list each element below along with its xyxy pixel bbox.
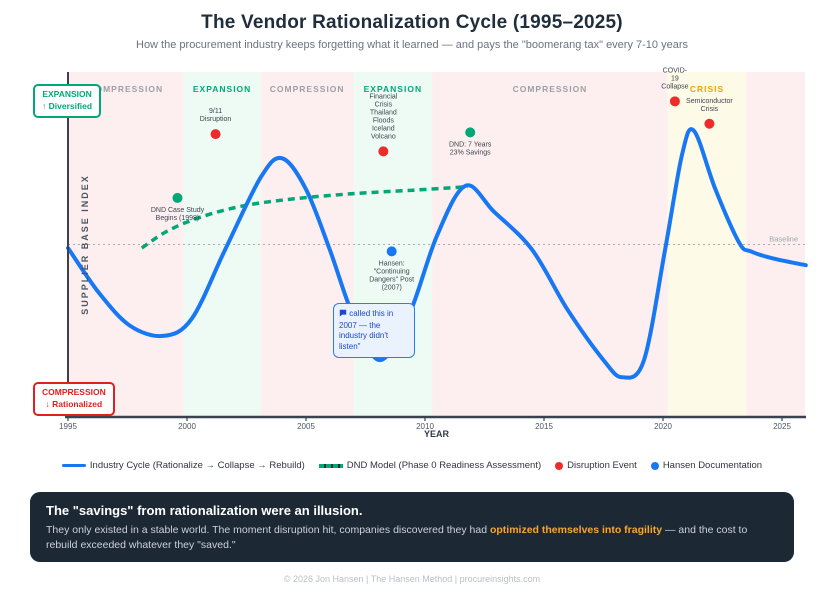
legend-label: Industry Cycle (Rationalize → Collapse →… (89, 460, 305, 471)
disruption-event-label: Semiconductor Crisis (686, 98, 733, 113)
x-tick-label: 2010 (416, 422, 434, 431)
compression-badge-line2: ↓ Rationalized (45, 398, 103, 409)
expansion-badge-line1: EXPANSION (42, 89, 92, 99)
baseline-label: Baseline (769, 235, 798, 244)
x-axis-title: YEAR (424, 429, 450, 439)
expansion-badge-line2: ↑ Diversified (42, 100, 93, 111)
insight-panel: The "savings" from rationalization were … (30, 492, 794, 562)
chart-legend: Industry Cycle (Rationalize → Collapse →… (0, 460, 824, 471)
hansen-marker-dot (386, 246, 397, 257)
x-tick-label: 2025 (773, 422, 791, 431)
dnd-model-line (140, 184, 468, 250)
phase-band-expansion (183, 72, 261, 417)
phase-label: COMPRESSION (513, 84, 588, 94)
phase-label: COMPRESSION (88, 84, 163, 94)
copyright-footer: © 2026 Jon Hansen | The Hansen Method | … (283, 574, 541, 584)
legend-dot-swatch (650, 461, 659, 470)
phase-label: COMPRESSION (270, 84, 345, 94)
legend-label: Disruption Event (567, 460, 637, 471)
page-subtitle: How the procurement industry keeps forge… (136, 39, 688, 51)
page-title: The Vendor Rationalization Cycle (1995–2… (201, 12, 623, 33)
x-tick-label: 2000 (178, 422, 196, 431)
disruption-event-label: Financial Crisis Thailand Floods Iceland Volc… (369, 93, 397, 140)
legend-dash-swatch (318, 463, 343, 468)
x-tick-label: 2015 (535, 422, 553, 431)
insight-body-suffix: — and the cost to rebuild exceeded whate… (46, 524, 748, 552)
insight-panel-title: The "savings" from rationalization were … (46, 503, 363, 518)
industry-cycle-line (66, 127, 808, 380)
x-tick-label: 2005 (297, 422, 315, 431)
dnd-marker-dot (465, 127, 476, 138)
disruption-event-label: 9/11 Disruption (200, 108, 232, 123)
legend-label: DND Model (Phase 0 Readiness Assessment) (346, 460, 542, 471)
insight-body-prefix: They only existed in a stable world. The… (46, 524, 490, 536)
phase-label: EXPANSION (364, 84, 422, 94)
legend-label: Hansen Documentation (662, 460, 763, 471)
legend-line-swatch (61, 463, 86, 468)
compression-state-badge: COMPRESSION ↓ Rationalized (33, 382, 115, 416)
legend-dot-swatch (555, 461, 564, 470)
hansen-quote-text: called this in 2007 — the industry didn'… (339, 309, 394, 351)
insight-body-highlight: optimized themselves into fragility (489, 524, 663, 536)
disruption-event-label: COVID-19 Collapse (661, 67, 688, 90)
dnd-marker-dot (172, 192, 183, 203)
x-tick-label: 1995 (59, 422, 77, 431)
speech-bubble-icon (339, 309, 347, 321)
disruption-event-dot (704, 118, 715, 129)
cycle-chart: COMPRESSION EXPANSION COMPRESSION EXPANSION… (59, 67, 808, 439)
legend-item: Industry Cycle (Rationalize → Collapse →… (61, 460, 305, 471)
legend-item: Hansen Documentation (650, 460, 763, 471)
dnd-marker-label: DND Case Study Begins (1998) (151, 207, 205, 222)
compression-badge-line1: COMPRESSION (42, 387, 106, 397)
dnd-marker-label: DND: 7 Years 23% Savings (449, 141, 492, 156)
expansion-state-badge: EXPANSION ↑ Diversified (33, 84, 102, 118)
phase-label: EXPANSION (193, 84, 251, 94)
legend-item: Disruption Event (555, 460, 637, 471)
disruption-event-dot (210, 129, 221, 140)
insight-panel-body: They only existed in a stable world. The… (46, 523, 778, 553)
y-axis-title: SUPPLIER BASE INDEX (80, 174, 90, 315)
disruption-event-dot (669, 96, 680, 107)
legend-item: DND Model (Phase 0 Readiness Assessment) (318, 460, 542, 471)
phase-label: CRISIS (690, 84, 724, 94)
disruption-event-dot (378, 146, 389, 157)
hansen-quote-callout: called this in 2007 — the industry didn'… (333, 303, 415, 359)
x-tick-label: 2020 (654, 422, 672, 431)
hansen-marker-label: Hansen: "Continuing Dangers" Post (2007) (369, 260, 414, 291)
phase-band-compression (746, 72, 805, 417)
